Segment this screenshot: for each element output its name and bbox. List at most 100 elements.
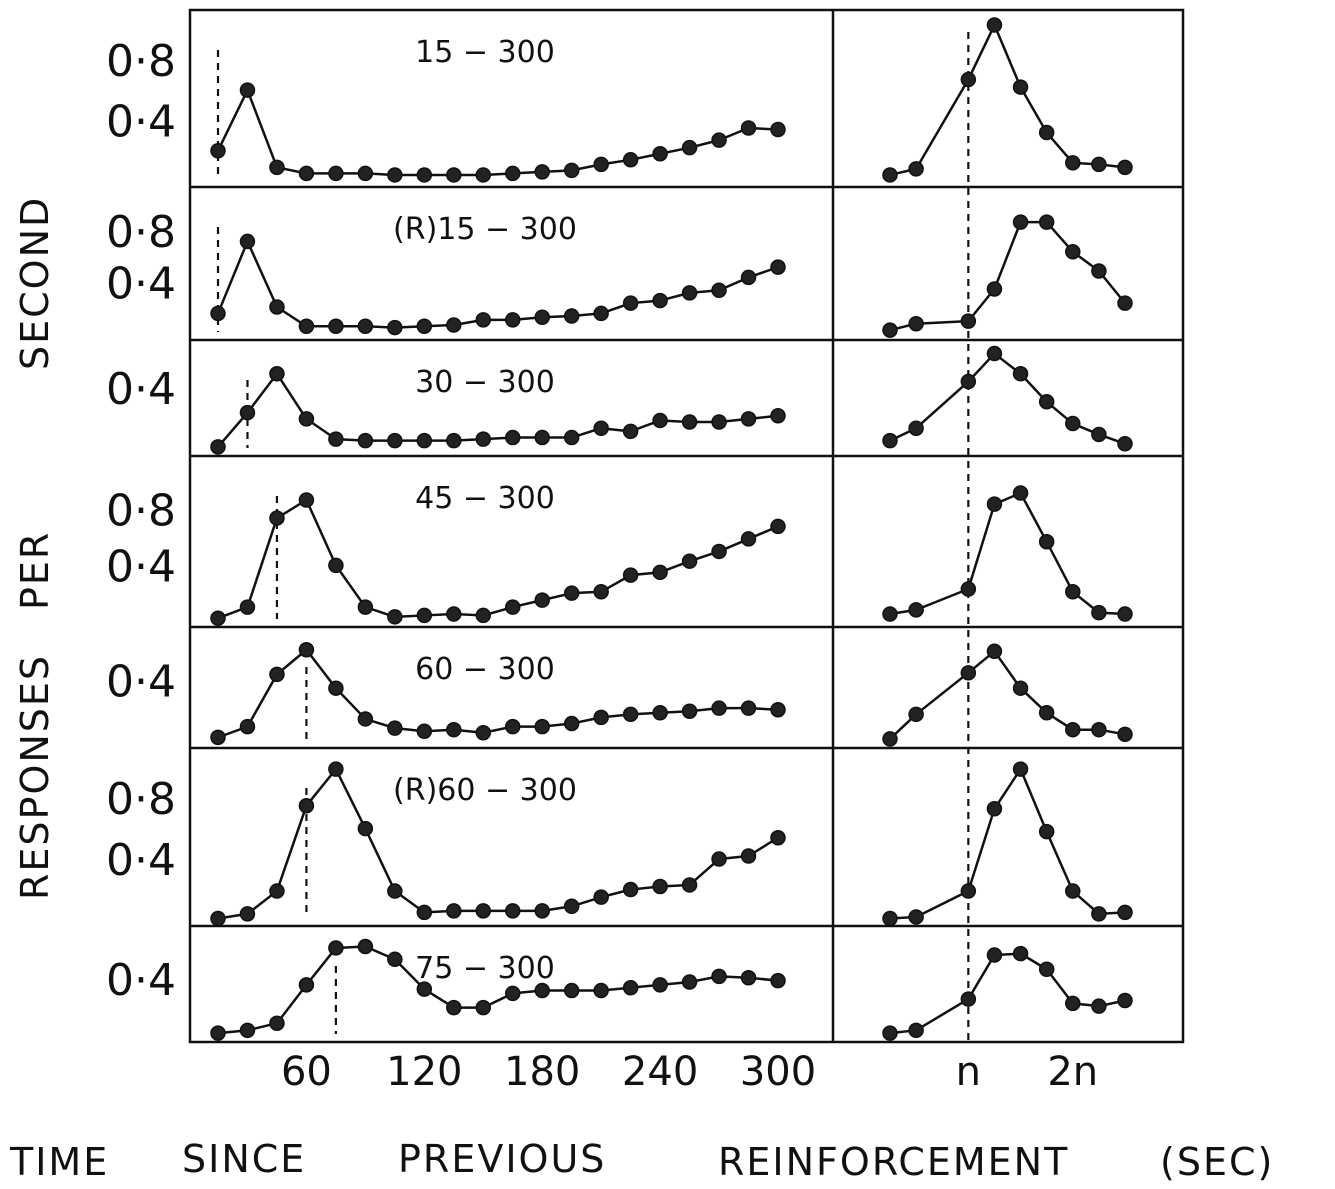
x-tick-label-left: 180 bbox=[504, 1049, 580, 1095]
x-axis-label: TIME SINCE PREVIOUS REINFORCEMENT (SEC) bbox=[9, 1137, 1272, 1184]
right-data-point bbox=[1091, 906, 1107, 922]
left-data-point bbox=[770, 518, 786, 535]
right-series-line-r60-300 bbox=[889, 767, 1126, 920]
left-data-point bbox=[711, 700, 727, 716]
left-data-point bbox=[770, 259, 786, 275]
left-data-point bbox=[416, 318, 433, 335]
left-data-point bbox=[328, 557, 344, 574]
left-data-point bbox=[328, 680, 344, 696]
right-data-point bbox=[1012, 366, 1029, 382]
right-data-point bbox=[1012, 79, 1029, 95]
right-data-point bbox=[960, 665, 977, 681]
left-data-point bbox=[298, 411, 315, 427]
left-data-point bbox=[740, 269, 757, 286]
left-data-point bbox=[534, 164, 550, 180]
left-data-point bbox=[298, 797, 315, 814]
left-data-point bbox=[387, 167, 403, 183]
left-data-point bbox=[681, 285, 698, 301]
left-data-point bbox=[504, 599, 521, 615]
right-data-point bbox=[1012, 485, 1029, 501]
right-data-point bbox=[1065, 995, 1081, 1012]
left-data-point bbox=[328, 940, 344, 956]
panel-label-75-300: 75 − 300 bbox=[415, 951, 555, 986]
left-data-point bbox=[269, 510, 285, 526]
left-data-point bbox=[563, 308, 580, 324]
right-data-point bbox=[882, 167, 898, 183]
right-data-point bbox=[1117, 904, 1133, 921]
left-data-point bbox=[239, 404, 256, 421]
right-data-point bbox=[1091, 721, 1107, 738]
right-data-point bbox=[908, 1022, 924, 1039]
left-data-point bbox=[563, 982, 580, 999]
left-series-line-r15-300 bbox=[216, 240, 779, 329]
y-tick-label: 0·8 bbox=[106, 207, 176, 258]
left-data-point bbox=[357, 165, 374, 182]
left-data-point bbox=[593, 156, 609, 173]
panel-label-45-300: 45 − 300 bbox=[415, 481, 555, 516]
right-data-point bbox=[1065, 883, 1081, 899]
left-data-point bbox=[504, 903, 521, 919]
left-data-point bbox=[563, 585, 580, 601]
left-data-point bbox=[652, 292, 668, 309]
right-data-point bbox=[1065, 243, 1081, 260]
right-data-point bbox=[986, 801, 1003, 817]
panel-frames bbox=[188, 8, 1185, 1044]
left-data-point bbox=[298, 165, 315, 182]
left-data-point bbox=[269, 159, 285, 176]
left-data-point bbox=[446, 999, 462, 1016]
left-data-point bbox=[504, 165, 521, 182]
left-data-point bbox=[740, 531, 757, 547]
left-data-point bbox=[210, 1025, 226, 1041]
y-tick-label: 0·4 bbox=[106, 541, 176, 592]
left-data-point bbox=[770, 701, 786, 718]
left-data-point bbox=[446, 606, 462, 622]
left-data-point bbox=[416, 432, 433, 449]
left-data-point bbox=[328, 431, 344, 447]
panel-label-r15-300: (R)15 − 300 bbox=[393, 212, 577, 247]
left-data-point bbox=[416, 723, 433, 739]
left-data-point bbox=[357, 432, 374, 449]
right-data-point bbox=[882, 322, 898, 338]
y-tick-labels: 0·80·40·80·40·40·80·40·40·80·40·4 bbox=[106, 36, 176, 1006]
left-data-point bbox=[328, 165, 344, 182]
left-data-point bbox=[711, 282, 727, 299]
right-series-line-r15-300 bbox=[889, 220, 1126, 332]
panel-label-15-300: 15 − 300 bbox=[415, 35, 555, 70]
left-data-point bbox=[504, 312, 521, 328]
left-data-point bbox=[563, 715, 580, 732]
left-data-point bbox=[593, 420, 609, 436]
left-data-point bbox=[711, 968, 727, 985]
dashed-reference-lines bbox=[216, 32, 970, 1042]
left-data-point bbox=[387, 720, 403, 736]
left-data-point bbox=[593, 709, 609, 726]
right-data-point bbox=[882, 731, 898, 747]
left-data-point bbox=[681, 553, 698, 569]
right-data-point bbox=[1038, 394, 1055, 410]
left-series-line-15-300 bbox=[216, 88, 779, 177]
y-axis-word-responses: RESPONSES bbox=[13, 654, 57, 900]
left-data-point bbox=[711, 132, 727, 148]
left-data-point bbox=[269, 883, 285, 899]
right-data-point bbox=[908, 909, 924, 925]
left-data-point bbox=[622, 152, 639, 168]
left-data-point bbox=[740, 411, 757, 427]
y-tick-label: 0·4 bbox=[106, 835, 176, 886]
left-data-point bbox=[711, 414, 727, 430]
right-data-point bbox=[986, 947, 1003, 963]
left-data-point bbox=[210, 142, 226, 159]
right-data-point bbox=[1012, 945, 1029, 962]
left-data-point bbox=[534, 309, 550, 326]
left-data-point bbox=[210, 610, 226, 626]
right-data-point bbox=[908, 706, 924, 723]
right-data-point bbox=[1038, 214, 1055, 230]
right-data-point bbox=[908, 161, 924, 177]
y-tick-label: 0·8 bbox=[106, 774, 176, 825]
right-data-point bbox=[1012, 680, 1029, 696]
right-data-point bbox=[960, 991, 977, 1007]
y-axis-word-second: SECOND bbox=[13, 196, 57, 370]
panel-label-r60-300: (R)60 − 300 bbox=[393, 773, 577, 808]
left-data-point bbox=[416, 981, 433, 997]
data-series bbox=[210, 17, 1133, 1041]
left-data-point bbox=[622, 295, 639, 311]
left-data-point bbox=[681, 703, 698, 720]
